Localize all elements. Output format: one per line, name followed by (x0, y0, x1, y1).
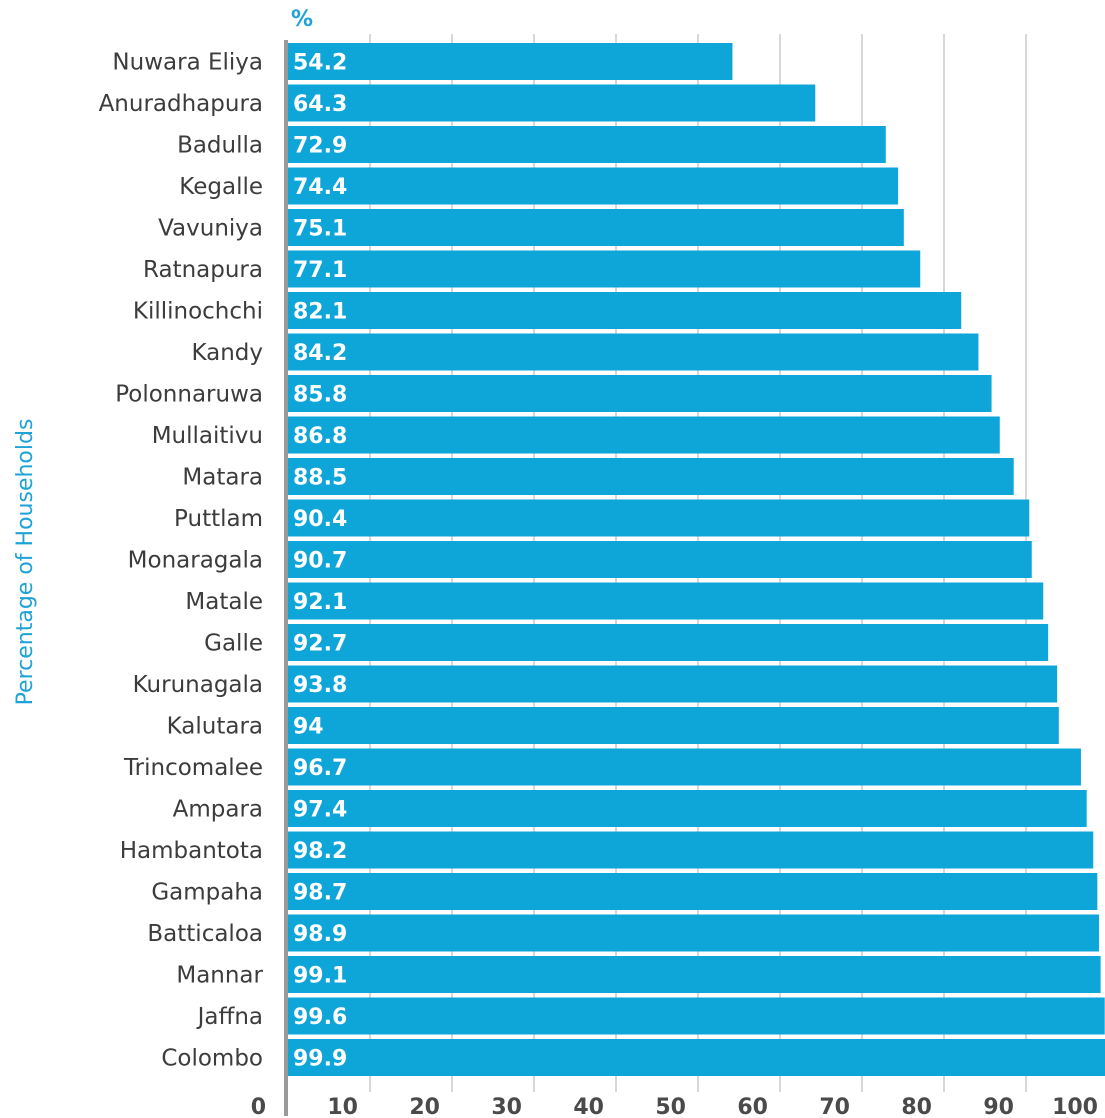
category-label: Kalutara (167, 714, 263, 740)
bar-value-label: 93.8 (293, 673, 347, 698)
category-label: Jaffna (196, 1004, 263, 1030)
bar (288, 250, 921, 288)
x-tick-label: 50 (655, 1095, 686, 1118)
bar (288, 624, 1049, 661)
bar (288, 748, 1081, 786)
bar (288, 43, 733, 80)
bar-value-label: 54.2 (293, 51, 347, 76)
bar (288, 873, 1098, 910)
bar (288, 209, 904, 246)
bars: 54.2 64.3 72.9 74.4 75.1 77.1 82.1 84.2 85.8 86.8… (288, 43, 1105, 1076)
bar-value-label: 90.4 (293, 507, 347, 532)
bar-value-label: 86.8 (293, 424, 347, 449)
x-tick-label: 80 (901, 1095, 932, 1118)
y-axis-title: Percentage of Households (13, 419, 38, 706)
bar (288, 831, 1094, 869)
bar (288, 956, 1101, 993)
bar (288, 582, 1044, 620)
bar-value-label: 92.1 (293, 590, 347, 615)
x-tick-label: 60 (737, 1095, 768, 1118)
bar (288, 499, 1030, 537)
bar (288, 541, 1032, 578)
category-label: Matale (185, 589, 263, 615)
category-label: Mannar (176, 963, 263, 989)
bar (288, 84, 816, 122)
x-tick-label: 40 (573, 1095, 604, 1118)
bar (288, 416, 1000, 454)
category-label: Kegalle (179, 174, 263, 200)
category-label: Monaragala (128, 548, 263, 574)
x-tick-label: 20 (409, 1095, 440, 1118)
bar-value-label: 77.1 (293, 258, 347, 283)
bar-value-label: 98.2 (293, 839, 347, 864)
bar (288, 707, 1059, 744)
bar (288, 458, 1014, 495)
category-label: Anuradhapura (99, 91, 263, 117)
bar-value-label: 75.1 (293, 217, 347, 242)
category-label: Galle (204, 631, 263, 657)
unit-label: % (291, 7, 313, 32)
x-tick-label: 70 (819, 1095, 850, 1118)
category-label: Colombo (161, 1046, 263, 1072)
x-tick-label: 0 (251, 1095, 266, 1118)
category-label: Ampara (173, 797, 263, 823)
bar-value-label: 98.9 (293, 922, 347, 947)
x-tick-label: 30 (491, 1095, 522, 1118)
bar (288, 292, 962, 329)
bar-value-label: 64.3 (293, 92, 347, 117)
x-tick-label: 100 (1052, 1095, 1098, 1118)
category-label: Badulla (177, 133, 263, 159)
category-label: Ratnapura (143, 257, 263, 283)
bar (288, 790, 1087, 827)
category-label: Kurunagala (133, 672, 263, 698)
category-label: Hambantota (120, 838, 263, 864)
bar (288, 914, 1099, 952)
bar-value-label: 88.5 (293, 466, 347, 491)
bar (288, 126, 886, 163)
category-label: Mullaitivu (152, 423, 263, 449)
category-label: Trincomalee (123, 755, 263, 781)
category-label: Vavuniya (158, 216, 263, 242)
category-label: Polonnaruwa (115, 382, 263, 408)
x-tick-labels: 0 10 20 30 40 50 60 70 80 90 100 (251, 1095, 1098, 1118)
category-label: Puttlam (174, 506, 263, 532)
bar-value-label: 99.9 (293, 1047, 347, 1072)
category-label: Killinochchi (133, 299, 263, 325)
bar-value-label: 99.6 (293, 1005, 347, 1030)
bar (288, 1039, 1105, 1076)
bar-value-label: 85.8 (293, 383, 347, 408)
category-label: Gampaha (151, 880, 263, 906)
bar-value-label: 82.1 (293, 300, 347, 325)
bar-value-label: 90.7 (293, 549, 347, 574)
bar-value-label: 99.1 (293, 964, 347, 989)
x-tick-label: 10 (327, 1095, 358, 1118)
category-label: Batticaloa (147, 921, 263, 947)
category-labels: Nuwara Eliya Anuradhapura Badulla Kegalle Va… (99, 50, 264, 1072)
bar (288, 665, 1058, 703)
bar (288, 333, 979, 371)
category-label: Nuwara Eliya (112, 50, 263, 76)
x-tick-label: 90 (983, 1095, 1014, 1118)
bar-value-label: 72.9 (293, 134, 347, 159)
bar (288, 167, 899, 205)
bar-value-label: 97.4 (293, 798, 347, 823)
category-label: Matara (182, 465, 263, 491)
bar (288, 375, 992, 412)
bar-value-label: 94 (293, 715, 324, 740)
category-label: Kandy (191, 340, 263, 366)
bar-value-label: 98.7 (293, 881, 347, 906)
bar-value-label: 92.7 (293, 632, 347, 657)
bar-value-label: 96.7 (293, 756, 347, 781)
bar-value-label: 74.4 (293, 175, 347, 200)
bar (288, 997, 1105, 1035)
bar-value-label: 84.2 (293, 341, 347, 366)
